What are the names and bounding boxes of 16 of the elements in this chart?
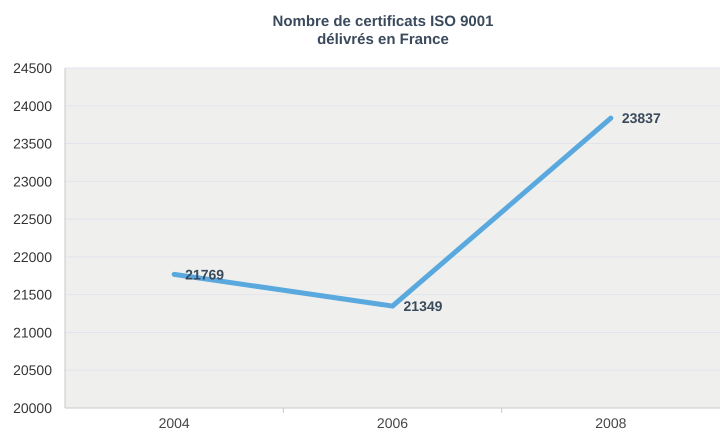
chart-title: Nombre de certificats ISO 9001 délivrés en France xyxy=(272,13,494,48)
y-tick-label: 22500 xyxy=(13,211,52,228)
data-label: 21349 xyxy=(404,298,443,314)
x-tick-label: 2006 xyxy=(376,415,408,431)
y-tick-label: 23500 xyxy=(13,136,52,152)
y-tick-label: 21000 xyxy=(13,324,52,340)
x-tick-label: 2008 xyxy=(595,415,627,431)
y-tick-label: 21500 xyxy=(13,286,52,303)
y-tick-label: 22000 xyxy=(13,248,52,265)
y-tick-label: 20000 xyxy=(13,400,52,416)
y-tick-label: 20500 xyxy=(13,362,52,378)
y-tick-label: 23000 xyxy=(13,173,52,190)
y-tick-label: 24000 xyxy=(13,98,52,114)
y-tick-label: 24500 xyxy=(13,60,52,76)
x-tick-label: 2004 xyxy=(158,415,190,431)
data-label: 23837 xyxy=(622,110,661,126)
